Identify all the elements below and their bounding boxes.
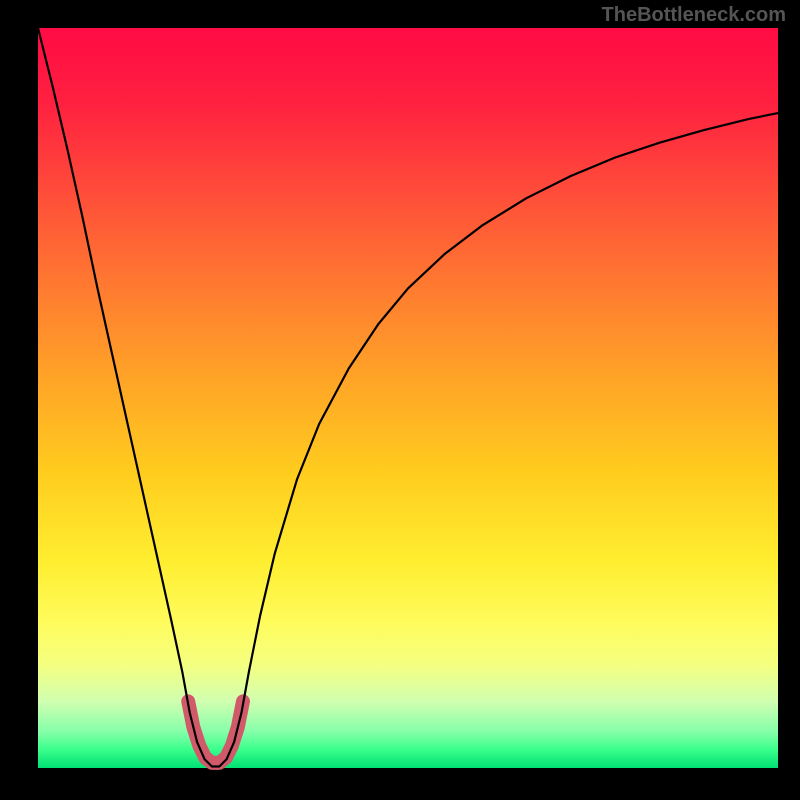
plot-background — [38, 28, 778, 768]
chart-svg — [0, 0, 800, 800]
watermark-text: TheBottleneck.com — [602, 4, 786, 27]
chart-container: TheBottleneck.com — [0, 0, 800, 800]
